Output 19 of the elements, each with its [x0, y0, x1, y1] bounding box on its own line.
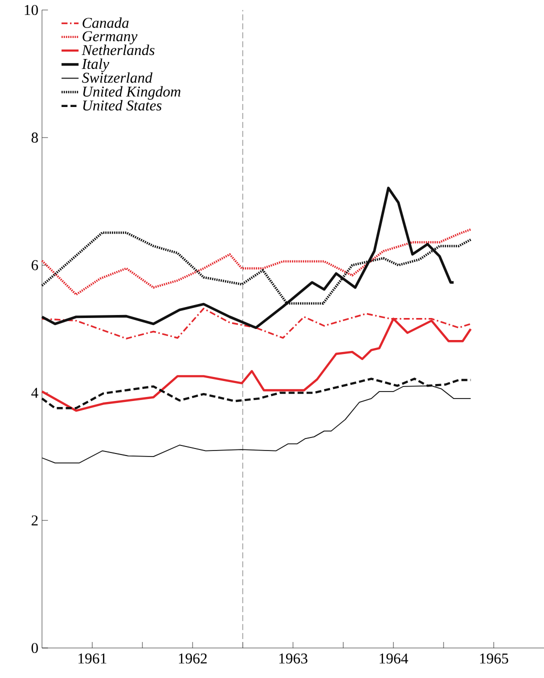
legend-label: Netherlands — [82, 44, 154, 56]
x-tick-label: 1963 — [279, 654, 308, 664]
legend-label: Switzerland — [82, 72, 152, 83]
x-tick-label: 1965 — [480, 654, 508, 664]
y-tick-label: 0 — [32, 642, 38, 654]
legend-label: Germany — [82, 31, 138, 44]
x-tick-label: 1962 — [178, 654, 207, 664]
y-tick-label: 10 — [24, 4, 38, 16]
legend-label: Italy — [82, 58, 110, 72]
y-tick-label: 4 — [31, 388, 38, 398]
y-tick-label: 2 — [32, 515, 38, 526]
y-tick-label: 6 — [32, 260, 38, 270]
legend-label: United Kingdom — [83, 86, 180, 100]
x-tick-label: 1961 — [78, 654, 106, 664]
x-tick-label: 1964 — [380, 654, 408, 664]
legend-label: United States — [83, 100, 162, 111]
line-series — [40, 228, 472, 296]
legend-label: Canada — [82, 17, 129, 28]
y-tick-label: 8 — [32, 132, 38, 143]
